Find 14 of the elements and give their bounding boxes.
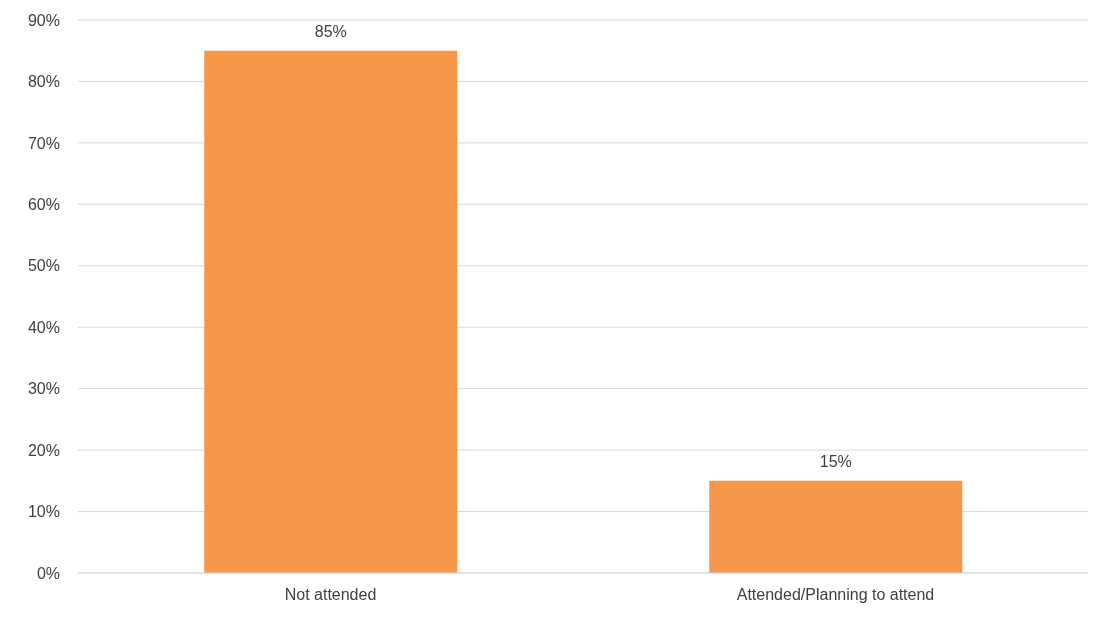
x-tick-label: Attended/Planning to attend	[736, 586, 935, 604]
y-tick-label: 30%	[27, 380, 60, 398]
y-tick-label: 0%	[36, 564, 60, 582]
x-tick-label: Not attended	[284, 586, 377, 604]
y-tick-label: 40%	[27, 318, 60, 336]
y-tick-label: 60%	[27, 196, 60, 214]
data-label: 15%	[819, 452, 852, 470]
y-tick-label: 50%	[27, 257, 60, 275]
y-tick-label: 80%	[27, 73, 60, 91]
y-tick-label: 20%	[27, 441, 60, 459]
y-tick-label: 70%	[27, 134, 60, 152]
y-tick-label: 10%	[27, 503, 60, 521]
data-label: 85%	[314, 22, 347, 40]
y-tick-label: 90%	[27, 11, 60, 29]
